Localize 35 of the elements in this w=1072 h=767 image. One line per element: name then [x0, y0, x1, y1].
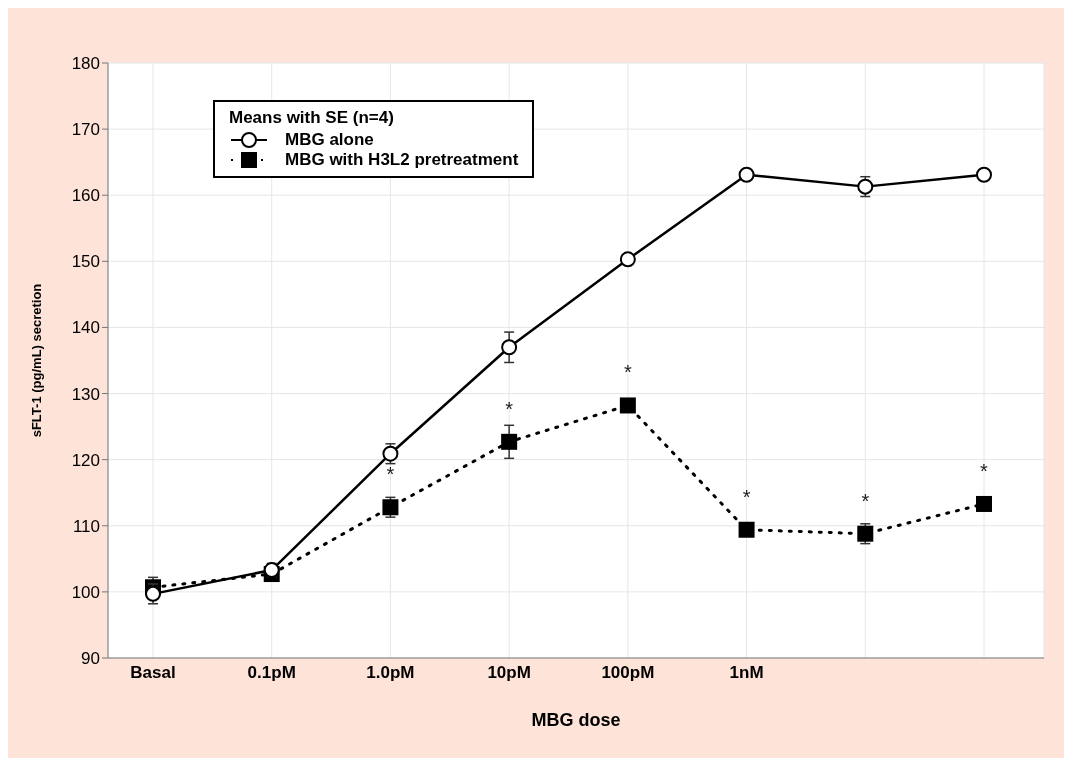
legend-label: MBG alone	[285, 130, 374, 150]
y-tick-label: 170	[71, 120, 100, 140]
y-tick-label: 130	[71, 384, 100, 404]
x-tick-label: 1nM	[729, 663, 764, 683]
y-tick-label: 180	[71, 54, 100, 74]
data-label: *	[386, 463, 395, 486]
point	[619, 397, 636, 414]
y-tick-label: 120	[71, 450, 100, 470]
y-axis-title: sFLT-1 (pg/mL) secretion	[28, 283, 44, 438]
x-tick-label: 10pM	[487, 663, 531, 683]
point	[976, 166, 992, 183]
point	[738, 166, 755, 183]
x-tick-label: 0.1pM	[247, 663, 296, 683]
y-tick-label: 150	[71, 252, 100, 272]
y-tick-label: 160	[71, 186, 100, 206]
y-tick-label: 90	[81, 649, 100, 669]
x-tick-label: 100pM	[601, 663, 655, 683]
point	[738, 521, 755, 538]
y-tick-label: 110	[72, 516, 100, 536]
x-axis-title: MBG dose	[531, 710, 621, 730]
point	[976, 495, 992, 512]
legend-title: Means with SE (n=4)	[229, 108, 395, 128]
x-tick-label: Basal	[130, 663, 176, 683]
point	[501, 433, 518, 450]
data-label: *	[505, 397, 514, 420]
point	[619, 251, 636, 268]
y-tick-label: 140	[71, 318, 100, 338]
x-tick-label: 1.0pM	[366, 663, 415, 683]
data-label: *	[742, 485, 751, 508]
y-tick-label: 100	[71, 582, 100, 602]
data-label: *	[623, 361, 632, 384]
legend-label: MBG with H3L2 pretreatment	[285, 150, 519, 170]
point	[501, 339, 518, 356]
data-label: *	[861, 489, 870, 512]
data-label: *	[980, 459, 989, 482]
